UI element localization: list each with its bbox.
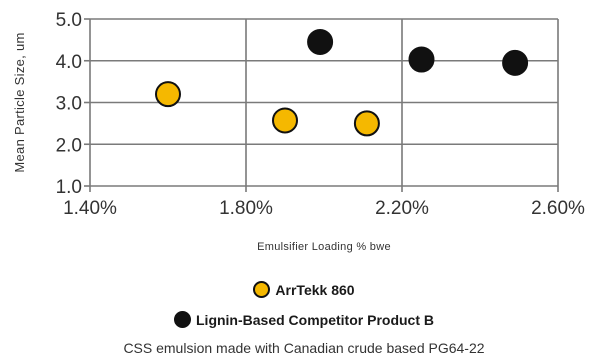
legend-label-arrtekk: ArrTekk 860 <box>275 281 355 298</box>
data-points <box>155 28 529 137</box>
data-point-lignin <box>502 49 529 76</box>
footnote: CSS emulsion made with Canadian crude ba… <box>123 340 485 356</box>
legend-item-arrtekk: ArrTekk 860 <box>0 281 608 298</box>
x-axis-label: Emulsifier Loading % bwe <box>257 241 391 253</box>
legend-swatch-lignin <box>174 311 191 328</box>
legend-swatch-arrtekk <box>253 281 271 298</box>
y-axis-label: Mean Particle Size, um <box>12 32 27 172</box>
y-tick-label: 2.0 <box>56 135 82 156</box>
axes <box>84 18 559 192</box>
x-tick-label: 2.20% <box>375 198 429 219</box>
x-tick-label: 1.40% <box>63 198 117 219</box>
x-tick-label: 2.60% <box>531 198 585 219</box>
data-point-lignin <box>307 28 334 55</box>
data-point-arrtekk <box>272 107 298 134</box>
data-point-arrtekk <box>353 110 380 137</box>
y-axis-ticks: 1.0 2.0 3.0 4.0 5.0 <box>56 10 82 198</box>
legend-label-lignin: Lignin-Based Competitor Product B <box>196 311 434 328</box>
legend-item-lignin: Lignin-Based Competitor Product B <box>0 311 608 328</box>
y-tick-label: 4.0 <box>56 52 82 73</box>
y-tick-label: 3.0 <box>56 94 82 115</box>
x-tick-label: 1.80% <box>219 198 273 219</box>
scatter-chart: 1.0 2.0 3.0 4.0 5.0 1.40% 1.80% 2.20% 2.60% Mea… <box>12 10 585 253</box>
data-point-lignin <box>408 46 435 73</box>
y-tick-label: 5.0 <box>56 10 82 31</box>
data-point-arrtekk <box>155 81 181 108</box>
y-tick-label: 1.0 <box>56 177 82 198</box>
x-axis-ticks: 1.40% 1.80% 2.20% 2.60% <box>63 198 585 219</box>
